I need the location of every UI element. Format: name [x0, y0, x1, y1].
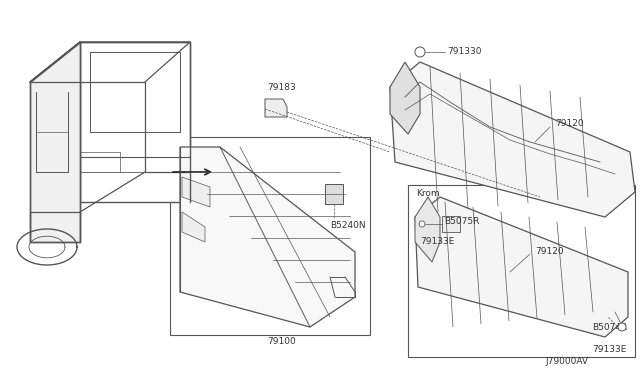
Bar: [408, 185, 635, 357]
Polygon shape: [30, 42, 190, 172]
Text: 79183: 79183: [267, 83, 296, 92]
Polygon shape: [265, 99, 287, 117]
Bar: [170, 137, 370, 335]
Text: B5075R: B5075R: [444, 218, 479, 227]
Text: Krom: Krom: [416, 189, 440, 198]
Polygon shape: [180, 147, 355, 327]
Text: 79120: 79120: [535, 247, 564, 257]
Polygon shape: [182, 212, 205, 242]
Polygon shape: [415, 197, 440, 262]
Text: 791330: 791330: [447, 48, 481, 57]
Text: 79120: 79120: [555, 119, 584, 128]
Polygon shape: [415, 197, 628, 337]
Polygon shape: [30, 42, 80, 242]
Polygon shape: [390, 62, 420, 134]
Text: 79133E: 79133E: [420, 237, 454, 247]
Text: J79000AV: J79000AV: [545, 357, 588, 366]
Polygon shape: [325, 184, 343, 204]
Text: B5074R: B5074R: [592, 323, 627, 331]
Text: 79100: 79100: [268, 337, 296, 346]
Circle shape: [618, 323, 626, 331]
Text: B5240N: B5240N: [330, 221, 365, 231]
Polygon shape: [390, 62, 635, 217]
Polygon shape: [442, 216, 460, 232]
Polygon shape: [80, 42, 190, 202]
Text: 79133E: 79133E: [592, 346, 627, 355]
Polygon shape: [182, 177, 210, 207]
Circle shape: [419, 221, 425, 227]
Circle shape: [415, 47, 425, 57]
